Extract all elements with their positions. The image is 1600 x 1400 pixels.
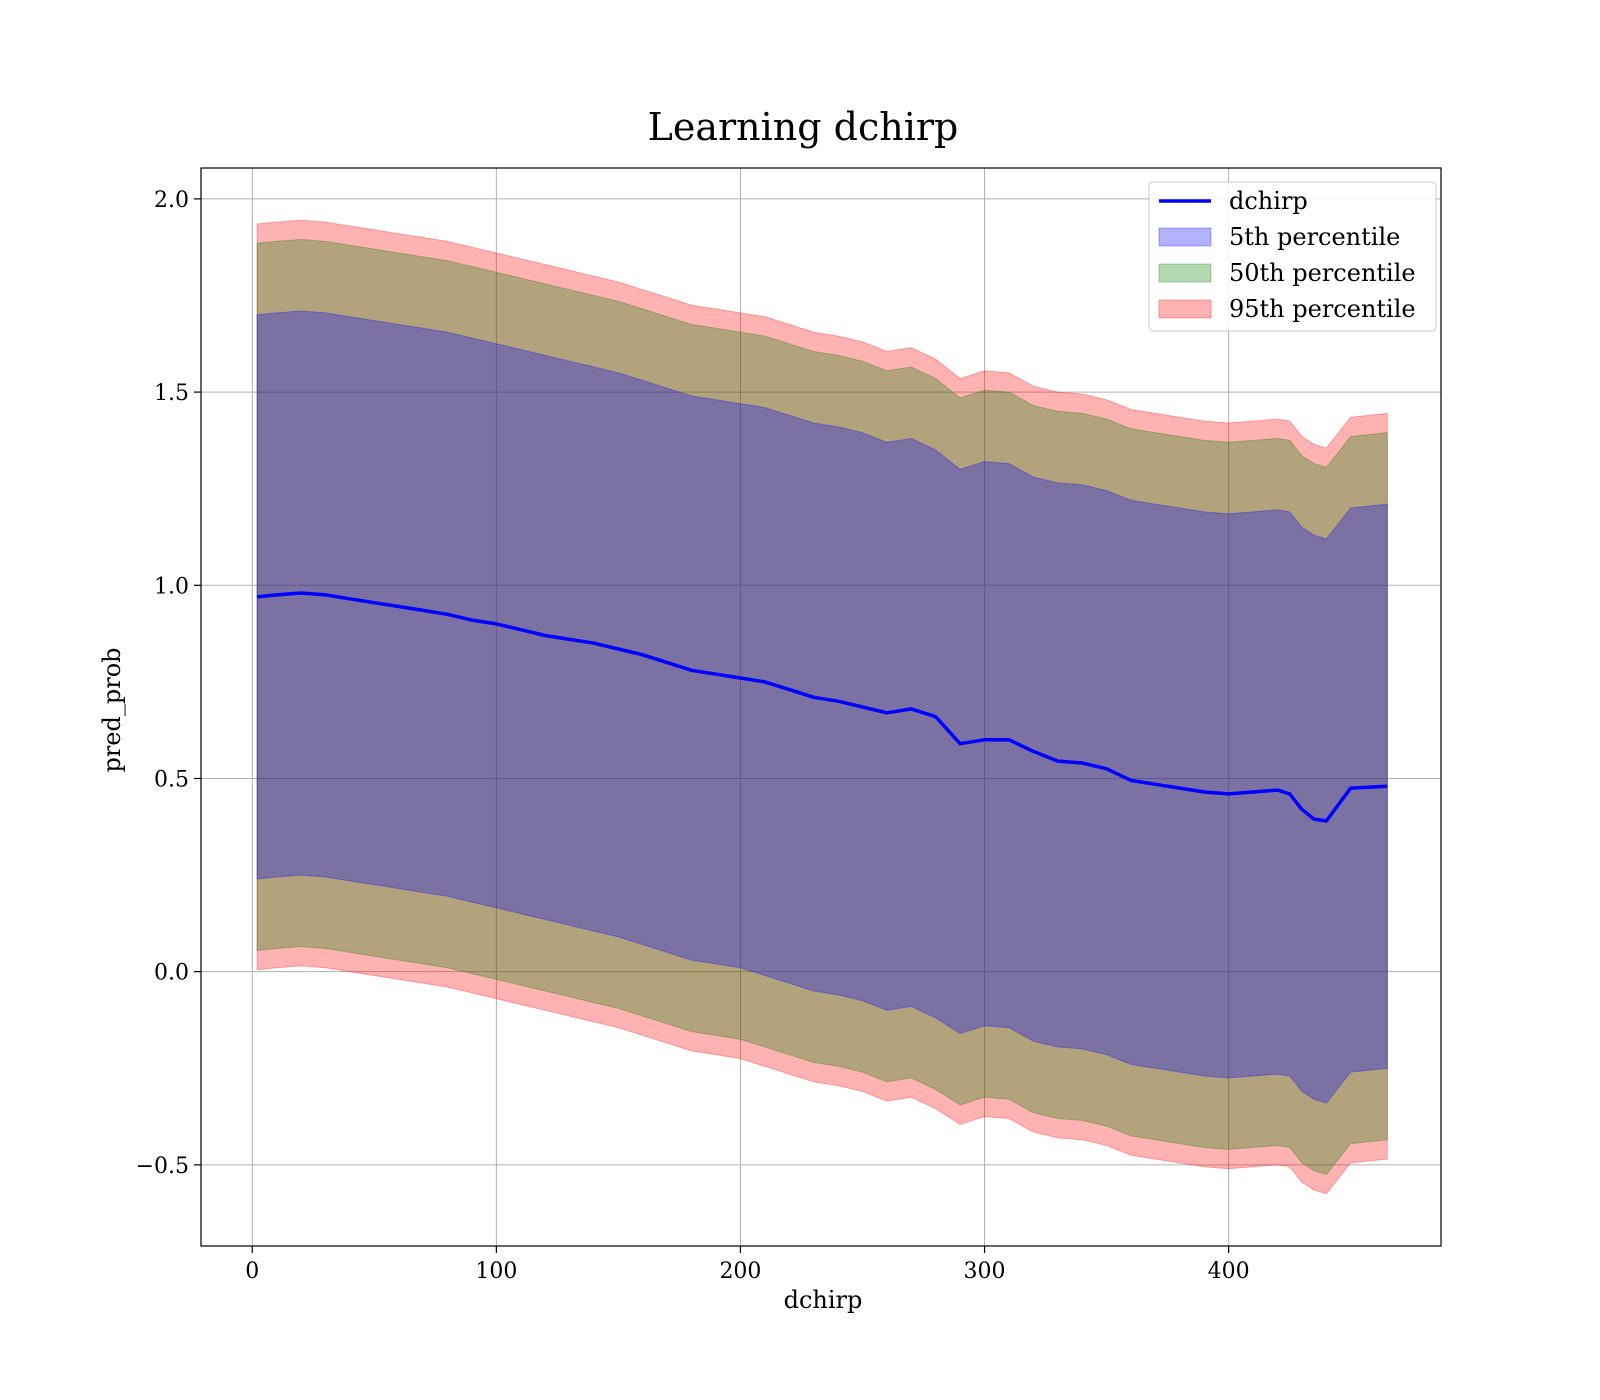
grid-layer [201, 168, 1441, 1246]
band-95th-percentile [256, 219, 1388, 1195]
legend: dchirp 5th percentile 50th percentile 95… [1148, 181, 1437, 332]
band-50th-percentile [256, 238, 1388, 1176]
legend-frame [1148, 181, 1437, 332]
chart-title: Learning dchirp [648, 105, 959, 149]
plot-frame [200, 167, 1442, 1247]
y-tick-label: 0.5 [154, 767, 189, 792]
y-tick-label: 1.5 [154, 381, 189, 406]
legend-swatch-5th [1158, 227, 1212, 247]
legend-label-dchirp: dchirp [1229, 187, 1308, 215]
legend-label-5th: 5th percentile [1229, 223, 1400, 251]
x-tick-label: 0 [245, 1259, 259, 1284]
y-tick-label: 1.0 [154, 574, 189, 599]
legend-label-50th: 50th percentile [1229, 259, 1416, 287]
x-tick-label: 400 [1208, 1259, 1250, 1284]
ticks-layer: 0 100 200 300 400 −0.5 0.0 0.5 1.0 1.5 2.0 [136, 188, 1250, 1284]
band-5th-percentile [256, 310, 1388, 1104]
x-axis-label: dchirp [784, 1286, 863, 1314]
legend-swatch-95th [1158, 299, 1212, 319]
series-line-dchirp [256, 591, 1388, 823]
x-tick-label: 300 [964, 1259, 1006, 1284]
legend-label-95th: 95th percentile [1229, 295, 1416, 323]
line-layer [256, 591, 1388, 823]
x-tick-label: 200 [719, 1259, 761, 1284]
x-tick-label: 100 [475, 1259, 517, 1284]
y-axis-label: pred_prob [98, 647, 126, 772]
y-tick-label: 0.0 [154, 961, 189, 986]
legend-swatch-50th [1158, 263, 1212, 283]
y-tick-label: 2.0 [154, 188, 189, 213]
y-tick-label: −0.5 [136, 1154, 189, 1179]
bands-layer [256, 219, 1388, 1195]
